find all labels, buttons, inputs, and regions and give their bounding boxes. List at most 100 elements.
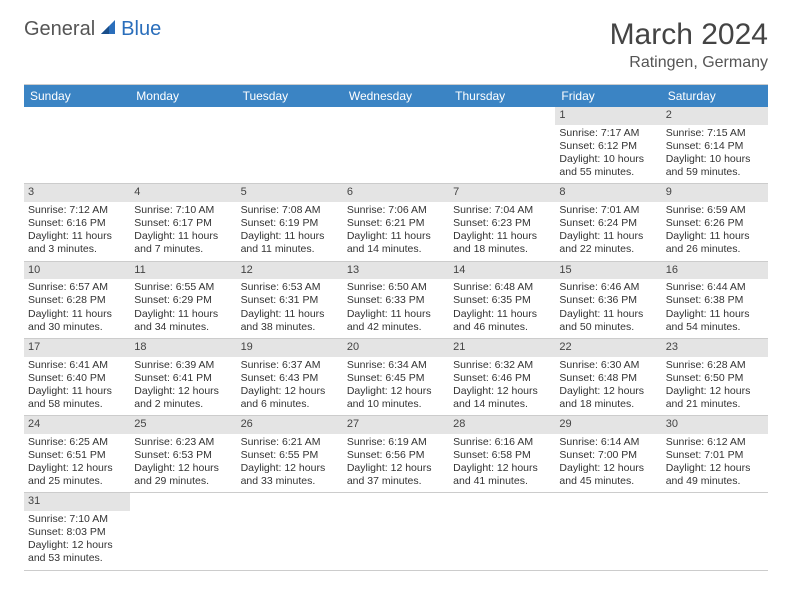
sunset-text: Sunset: 6:36 PM xyxy=(559,294,657,307)
calendar-cell: 16Sunrise: 6:44 AMSunset: 6:38 PMDayligh… xyxy=(662,262,768,339)
calendar-cell: 25Sunrise: 6:23 AMSunset: 6:53 PMDayligh… xyxy=(130,416,236,493)
day-header: Friday xyxy=(555,85,661,107)
day-body: Sunrise: 7:17 AMSunset: 6:12 PMDaylight:… xyxy=(555,125,661,184)
day-body: Sunrise: 6:23 AMSunset: 6:53 PMDaylight:… xyxy=(130,434,236,493)
daylight-text: Daylight: 11 hours and 3 minutes. xyxy=(28,230,126,256)
calendar-cell: 21Sunrise: 6:32 AMSunset: 6:46 PMDayligh… xyxy=(449,339,555,416)
sunrise-text: Sunrise: 6:53 AM xyxy=(241,281,339,294)
calendar-cell: 12Sunrise: 6:53 AMSunset: 6:31 PMDayligh… xyxy=(237,262,343,339)
sunset-text: Sunset: 6:29 PM xyxy=(134,294,232,307)
sunrise-text: Sunrise: 6:19 AM xyxy=(347,436,445,449)
sunrise-text: Sunrise: 7:08 AM xyxy=(241,204,339,217)
day-number: 28 xyxy=(449,416,555,434)
calendar-cell: 4Sunrise: 7:10 AMSunset: 6:17 PMDaylight… xyxy=(130,184,236,261)
calendar-cell: 6Sunrise: 7:06 AMSunset: 6:21 PMDaylight… xyxy=(343,184,449,261)
sunrise-text: Sunrise: 6:30 AM xyxy=(559,359,657,372)
daylight-text: Daylight: 12 hours and 14 minutes. xyxy=(453,385,551,411)
sunrise-text: Sunrise: 6:37 AM xyxy=(241,359,339,372)
logo-text-general: General xyxy=(24,18,95,41)
sunset-text: Sunset: 6:53 PM xyxy=(134,449,232,462)
daylight-text: Daylight: 11 hours and 34 minutes. xyxy=(134,308,232,334)
sunset-text: Sunset: 6:17 PM xyxy=(134,217,232,230)
day-number: 7 xyxy=(449,184,555,202)
daylight-text: Daylight: 12 hours and 53 minutes. xyxy=(28,539,126,565)
daylight-text: Daylight: 11 hours and 30 minutes. xyxy=(28,308,126,334)
header: General Blue March 2024 Ratingen, German… xyxy=(24,18,768,72)
sunset-text: Sunset: 6:31 PM xyxy=(241,294,339,307)
sunrise-text: Sunrise: 7:04 AM xyxy=(453,204,551,217)
day-body: Sunrise: 6:39 AMSunset: 6:41 PMDaylight:… xyxy=(130,357,236,416)
sunset-text: Sunset: 6:24 PM xyxy=(559,217,657,230)
title-block: March 2024 Ratingen, Germany xyxy=(610,18,768,72)
daylight-text: Daylight: 11 hours and 11 minutes. xyxy=(241,230,339,256)
day-body: Sunrise: 6:46 AMSunset: 6:36 PMDaylight:… xyxy=(555,279,661,338)
calendar-cell: 17Sunrise: 6:41 AMSunset: 6:40 PMDayligh… xyxy=(24,339,130,416)
daylight-text: Daylight: 12 hours and 33 minutes. xyxy=(241,462,339,488)
calendar-cell: 24Sunrise: 6:25 AMSunset: 6:51 PMDayligh… xyxy=(24,416,130,493)
day-header: Tuesday xyxy=(237,85,343,107)
daylight-text: Daylight: 11 hours and 7 minutes. xyxy=(134,230,232,256)
daylight-text: Daylight: 12 hours and 2 minutes. xyxy=(134,385,232,411)
daylight-text: Daylight: 12 hours and 29 minutes. xyxy=(134,462,232,488)
month-title: March 2024 xyxy=(610,18,768,52)
sunrise-text: Sunrise: 6:34 AM xyxy=(347,359,445,372)
day-body: Sunrise: 6:19 AMSunset: 6:56 PMDaylight:… xyxy=(343,434,449,493)
calendar-cell xyxy=(237,107,343,184)
day-body: Sunrise: 6:14 AMSunset: 7:00 PMDaylight:… xyxy=(555,434,661,493)
sunset-text: Sunset: 6:50 PM xyxy=(666,372,764,385)
day-number: 6 xyxy=(343,184,449,202)
sunrise-text: Sunrise: 6:14 AM xyxy=(559,436,657,449)
sunrise-text: Sunrise: 7:12 AM xyxy=(28,204,126,217)
day-body: Sunrise: 6:21 AMSunset: 6:55 PMDaylight:… xyxy=(237,434,343,493)
calendar-cell: 2Sunrise: 7:15 AMSunset: 6:14 PMDaylight… xyxy=(662,107,768,184)
day-body: Sunrise: 7:04 AMSunset: 6:23 PMDaylight:… xyxy=(449,202,555,261)
sunset-text: Sunset: 6:14 PM xyxy=(666,140,764,153)
sunset-text: Sunset: 6:56 PM xyxy=(347,449,445,462)
day-body: Sunrise: 6:59 AMSunset: 6:26 PMDaylight:… xyxy=(662,202,768,261)
sunset-text: Sunset: 6:21 PM xyxy=(347,217,445,230)
daylight-text: Daylight: 10 hours and 59 minutes. xyxy=(666,153,764,179)
day-body: Sunrise: 6:37 AMSunset: 6:43 PMDaylight:… xyxy=(237,357,343,416)
day-number: 30 xyxy=(662,416,768,434)
logo-sail-icon xyxy=(99,18,119,41)
sunrise-text: Sunrise: 6:59 AM xyxy=(666,204,764,217)
day-number: 12 xyxy=(237,262,343,280)
daylight-text: Daylight: 12 hours and 45 minutes. xyxy=(559,462,657,488)
day-body: Sunrise: 6:50 AMSunset: 6:33 PMDaylight:… xyxy=(343,279,449,338)
daylight-text: Daylight: 11 hours and 22 minutes. xyxy=(559,230,657,256)
sunset-text: Sunset: 6:16 PM xyxy=(28,217,126,230)
day-body: Sunrise: 6:25 AMSunset: 6:51 PMDaylight:… xyxy=(24,434,130,493)
calendar-cell: 9Sunrise: 6:59 AMSunset: 6:26 PMDaylight… xyxy=(662,184,768,261)
day-number: 2 xyxy=(662,107,768,125)
sunrise-text: Sunrise: 6:28 AM xyxy=(666,359,764,372)
day-body: Sunrise: 7:15 AMSunset: 6:14 PMDaylight:… xyxy=(662,125,768,184)
daylight-text: Daylight: 12 hours and 41 minutes. xyxy=(453,462,551,488)
sunrise-text: Sunrise: 6:32 AM xyxy=(453,359,551,372)
day-number: 23 xyxy=(662,339,768,357)
day-header: Saturday xyxy=(662,85,768,107)
calendar-grid: SundayMondayTuesdayWednesdayThursdayFrid… xyxy=(24,84,768,571)
sunrise-text: Sunrise: 6:57 AM xyxy=(28,281,126,294)
calendar-cell: 1Sunrise: 7:17 AMSunset: 6:12 PMDaylight… xyxy=(555,107,661,184)
day-number: 4 xyxy=(130,184,236,202)
day-number: 26 xyxy=(237,416,343,434)
day-body: Sunrise: 6:57 AMSunset: 6:28 PMDaylight:… xyxy=(24,279,130,338)
sunrise-text: Sunrise: 6:25 AM xyxy=(28,436,126,449)
day-number: 3 xyxy=(24,184,130,202)
calendar-cell: 7Sunrise: 7:04 AMSunset: 6:23 PMDaylight… xyxy=(449,184,555,261)
day-number: 8 xyxy=(555,184,661,202)
sunset-text: Sunset: 6:23 PM xyxy=(453,217,551,230)
day-number: 25 xyxy=(130,416,236,434)
sunrise-text: Sunrise: 6:48 AM xyxy=(453,281,551,294)
day-number: 16 xyxy=(662,262,768,280)
logo: General Blue xyxy=(24,18,161,41)
sunset-text: Sunset: 6:26 PM xyxy=(666,217,764,230)
calendar-cell xyxy=(130,493,236,570)
day-number: 10 xyxy=(24,262,130,280)
sunrise-text: Sunrise: 6:21 AM xyxy=(241,436,339,449)
calendar-cell: 18Sunrise: 6:39 AMSunset: 6:41 PMDayligh… xyxy=(130,339,236,416)
sunset-text: Sunset: 6:33 PM xyxy=(347,294,445,307)
sunset-text: Sunset: 6:12 PM xyxy=(559,140,657,153)
day-number: 18 xyxy=(130,339,236,357)
calendar-cell: 13Sunrise: 6:50 AMSunset: 6:33 PMDayligh… xyxy=(343,262,449,339)
